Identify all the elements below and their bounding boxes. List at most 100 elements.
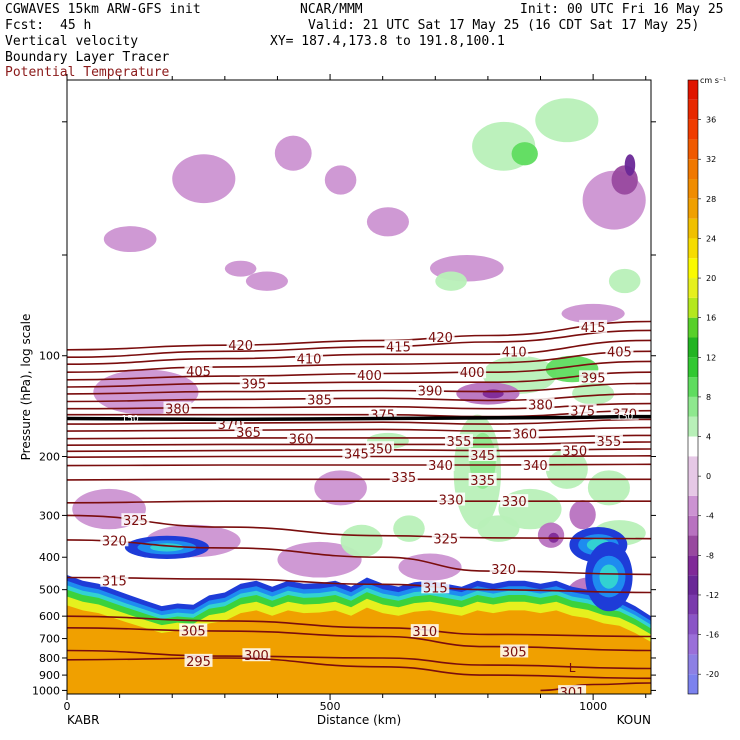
colorbar-swatch--14 [688, 594, 698, 615]
x-axis-label: Distance (km) [317, 713, 401, 727]
colorbar-label--20: -20 [706, 670, 719, 679]
theta-label-305-0: 305 [181, 624, 206, 639]
field-boundary-layer-tracer: Boundary Layer Tracer [5, 50, 170, 65]
colorbar-swatch-18 [688, 278, 698, 298]
x-right-station: KOUN [617, 713, 651, 727]
colorbar-swatch-16 [688, 297, 698, 318]
theta-contour-315 [67, 576, 651, 594]
w-feature-0 [103, 226, 157, 253]
theta-label-385-0: 385 [307, 393, 332, 408]
theta-label-325-0: 325 [123, 514, 148, 529]
colorbar-swatch--22 [688, 674, 698, 694]
colorbar-swatch-24 [688, 218, 698, 239]
theta-label-bg-340-1 [521, 457, 550, 471]
w-feature-3 [224, 260, 257, 277]
theta-label-bg-365-0 [234, 425, 263, 439]
y-axis-label: Pressure (hPa), log scale [19, 314, 33, 461]
w-feature-32 [277, 541, 362, 578]
axes: 100 200 300 400 500 600 700 800 900 1000 0 500 1000 [32, 74, 656, 713]
forecast-label: Fcst: [5, 18, 45, 33]
x-tick-label-0: 0 [64, 700, 71, 713]
w-feature-29 [587, 470, 630, 506]
w-feature-15 [435, 271, 467, 291]
theta-contour-320 [67, 539, 651, 576]
theta-label-415-1: 415 [581, 321, 606, 336]
theta-label-405-1: 405 [607, 345, 632, 360]
colorbar-label-28: 28 [706, 195, 716, 204]
theta-label-330-1: 330 [502, 495, 527, 510]
theta-contour-360 [67, 434, 651, 440]
tropopause-line: 150 150 [67, 413, 651, 424]
theta-label-bg-410-0 [295, 351, 324, 365]
theta-label-bg-295-0 [184, 653, 213, 667]
colorbar-label-32: 32 [706, 155, 716, 164]
w-feature-5 [324, 165, 357, 195]
colorbar-swatch--8 [688, 535, 698, 556]
theta-label-bg-395-0 [239, 376, 268, 390]
y-tick-label-200: 200 [39, 450, 60, 463]
theta-label-bg-335-0 [389, 469, 418, 483]
tropopause-label-1: 150 [616, 413, 633, 423]
valid-time: Valid: 21 UTC Sat 17 May 25 (16 CDT Sat … [308, 18, 700, 33]
colorbar-label-0: 0 [706, 472, 711, 481]
theta-label-bg-360-0 [287, 431, 316, 445]
w-feature-21 [482, 389, 504, 399]
colorbar-swatch-6 [688, 396, 698, 417]
colorbar-label-24: 24 [706, 234, 716, 243]
theta-contour-370 [67, 418, 651, 425]
colorbar-label--8: -8 [706, 551, 714, 560]
field-potential-temperature: Potential Temperature [5, 65, 170, 80]
theta-contour-310 [67, 615, 651, 638]
colorbar-label-8: 8 [706, 393, 711, 402]
theta-label-360-0: 360 [289, 433, 314, 448]
theta-contour-301 [540, 682, 651, 692]
theta-label-bg-360-1 [510, 426, 539, 440]
theta-label-bg-420-1 [426, 330, 455, 344]
colorbar-swatch-22 [688, 238, 698, 259]
theta-label-350-0: 350 [368, 442, 393, 457]
organization-label: NCAR/MMM [300, 2, 363, 17]
theta-label-365-0: 365 [236, 426, 261, 441]
colorbar-swatch-4 [688, 416, 698, 437]
theta-label-bg-345-0 [342, 446, 371, 460]
plot-frame [66, 79, 652, 695]
bl-band-5 [67, 605, 651, 694]
w-feature-33 [398, 553, 462, 581]
theta-label-bg-330-0 [437, 492, 466, 506]
colorbar-swatch-36 [688, 99, 698, 120]
theta-label-bg-320-1 [489, 561, 518, 575]
colorbar-swatch-38 [688, 80, 698, 100]
theta-contour-300 [67, 649, 651, 670]
w-feature-35 [393, 515, 425, 542]
x-tick-label-1000: 1000 [579, 700, 607, 713]
theta-label-bg-375-1 [568, 403, 597, 417]
theta-label-420-1: 420 [428, 331, 453, 346]
theta-label-bg-395-1 [579, 370, 608, 384]
w-feature-13 [535, 98, 599, 143]
y-tick-label-800: 800 [39, 652, 60, 665]
w-feature-10 [624, 154, 636, 176]
theta-label-410-0: 410 [297, 353, 322, 368]
colorbar-swatch-12 [688, 337, 698, 358]
colorbar-swatch--20 [688, 654, 698, 675]
theta-label-bg-355-1 [594, 434, 623, 448]
theta-label-bg-380-0 [163, 401, 192, 415]
theta-label-bg-420-0 [226, 338, 255, 352]
cross-section-endpoints: XY= 187.4,173.8 to 191.8,100.1 [270, 34, 505, 49]
y-tick-label-1000: 1000 [32, 684, 60, 697]
theta-contour-330 [67, 500, 651, 504]
colorbar-label-16: 16 [706, 314, 716, 323]
init-time: Init: 00 UTC Fri 16 May 25 [520, 2, 724, 17]
colorbar-swatch-30 [688, 159, 698, 180]
colorbar-swatch--16 [688, 614, 698, 635]
y-tick-label-600: 600 [39, 610, 60, 623]
colorbar-unit: cm s⁻¹ [700, 76, 726, 85]
theta-label-bg-405-0 [184, 363, 213, 377]
theta-label-325-1: 325 [433, 533, 458, 548]
theta-label-bg-355-0 [444, 434, 473, 448]
y-tick-label-700: 700 [39, 633, 60, 646]
colorbar-swatch-10 [688, 357, 698, 378]
theta-contour-325 [67, 514, 651, 540]
